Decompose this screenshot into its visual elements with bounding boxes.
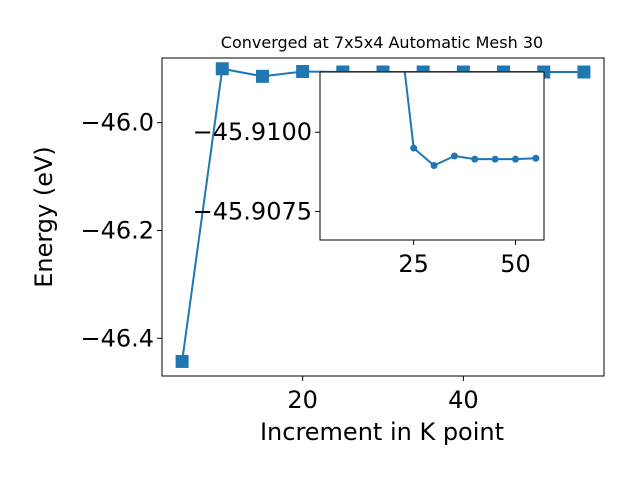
main-x-tick-label: 20 [287,386,318,414]
x-axis-label: Increment in K point [260,418,504,446]
inset-x-ticks: 25 50 [398,240,531,278]
inset-axes: −45.9100 −45.9075 25 50 [193,71,545,278]
inset-data-point [430,162,438,170]
inset-background [320,72,544,240]
main-y-ticks: −46.0 −46.2 −46.4 [80,109,162,352]
inset-plot-frame [319,71,545,241]
y-axis-label: Energy (eV) [30,146,58,288]
inset-data-point [532,154,540,162]
main-x-tick-label: 40 [448,386,479,414]
inset-data-point [410,144,418,152]
main-y-tick-label: −46.4 [80,324,154,352]
inset-y-ticks: −45.9100 −45.9075 [193,118,320,225]
main-data-point [255,69,269,83]
main-plot-frame [161,57,605,377]
main-data-point [175,354,189,368]
main-y-tick-label: −46.0 [80,109,154,137]
inset-series [403,72,540,170]
main-y-tick-label: −46.2 [80,216,154,244]
main-data-point [296,64,310,78]
inset-data-point [491,155,499,163]
inset-x-tick-label: 25 [398,250,429,278]
main-data-point [215,62,229,76]
inset-x-tick-label: 50 [500,250,531,278]
main-x-ticks: 20 40 [287,376,479,414]
inset-data-point [471,155,479,163]
inset-data-point [511,155,519,163]
inset-data-point [450,152,458,160]
inset-y-tick-label: −45.9075 [193,197,312,225]
inset-y-tick-label: −45.9100 [193,118,312,146]
main-data-point [577,65,591,79]
chart-title: Converged at 7x5x4 Automatic Mesh 30 [221,33,543,52]
